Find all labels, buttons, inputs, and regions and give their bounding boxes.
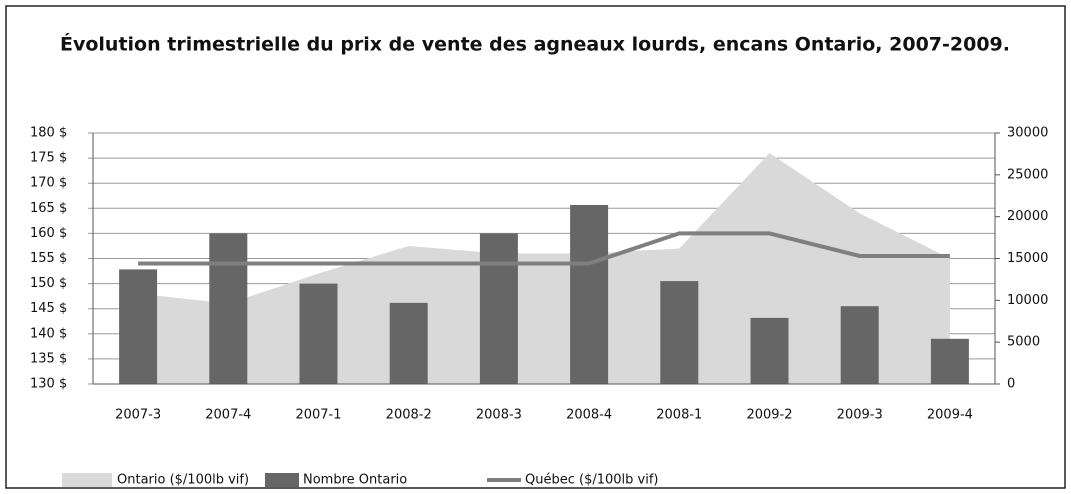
bar xyxy=(840,306,879,384)
bar xyxy=(389,302,428,384)
y2-tick-label: 20000 xyxy=(1007,209,1048,224)
area xyxy=(138,153,950,384)
y-tick-label: 170 $ xyxy=(30,176,67,191)
bar xyxy=(930,338,969,384)
bar xyxy=(660,281,699,384)
y-tick-label: 155 $ xyxy=(30,251,67,266)
y2-tick-label: 30000 xyxy=(1007,126,1048,141)
y2-tick-label: 25000 xyxy=(1007,167,1048,182)
x-tick-label: 2007-4 xyxy=(205,408,251,423)
x-tick-label: 2009-3 xyxy=(837,408,883,423)
y-tick-label: 180 $ xyxy=(30,126,67,141)
y-tick-label: 175 $ xyxy=(30,151,67,166)
bar xyxy=(299,283,338,384)
legend-label: Nombre Ontario xyxy=(303,473,407,488)
y2-tick-label: 15000 xyxy=(1007,251,1048,266)
x-tick-label: 2008-4 xyxy=(566,408,612,423)
line xyxy=(138,231,950,266)
y-tick-label: 135 $ xyxy=(30,351,67,366)
legend-swatch xyxy=(265,473,299,487)
x-tick-label: 2008-2 xyxy=(386,408,432,423)
y-tick-label: 145 $ xyxy=(30,301,67,316)
legend-swatch xyxy=(62,473,112,487)
y2-tick-label: 0 xyxy=(1007,377,1015,392)
bar xyxy=(209,233,248,384)
bar xyxy=(750,317,789,384)
x-tick-label: 2009-2 xyxy=(746,408,792,423)
x-tick-label: 2009-4 xyxy=(927,408,973,423)
x-tick-label: 2008-1 xyxy=(656,408,702,423)
y2-tick-label: 10000 xyxy=(1007,293,1048,308)
y2-tick-label: 5000 xyxy=(1007,335,1040,350)
legend-label: Ontario ($/100lb vif) xyxy=(117,473,249,488)
legend-label: Québec ($/100lb vif) xyxy=(525,473,659,488)
y-tick-label: 160 $ xyxy=(30,226,67,241)
bar xyxy=(570,204,609,384)
chart-title: Évolution trimestrielle du prix de vente… xyxy=(60,33,1010,56)
bar xyxy=(119,269,158,384)
bar xyxy=(479,233,518,384)
y-tick-label: 130 $ xyxy=(30,377,67,392)
y-tick-label: 150 $ xyxy=(30,276,67,291)
y-tick-label: 165 $ xyxy=(30,201,67,216)
x-tick-label: 2007-1 xyxy=(295,408,341,423)
x-tick-label: 2007-3 xyxy=(115,408,161,423)
x-tick-label: 2008-3 xyxy=(476,408,522,423)
y-tick-label: 140 $ xyxy=(30,326,67,341)
